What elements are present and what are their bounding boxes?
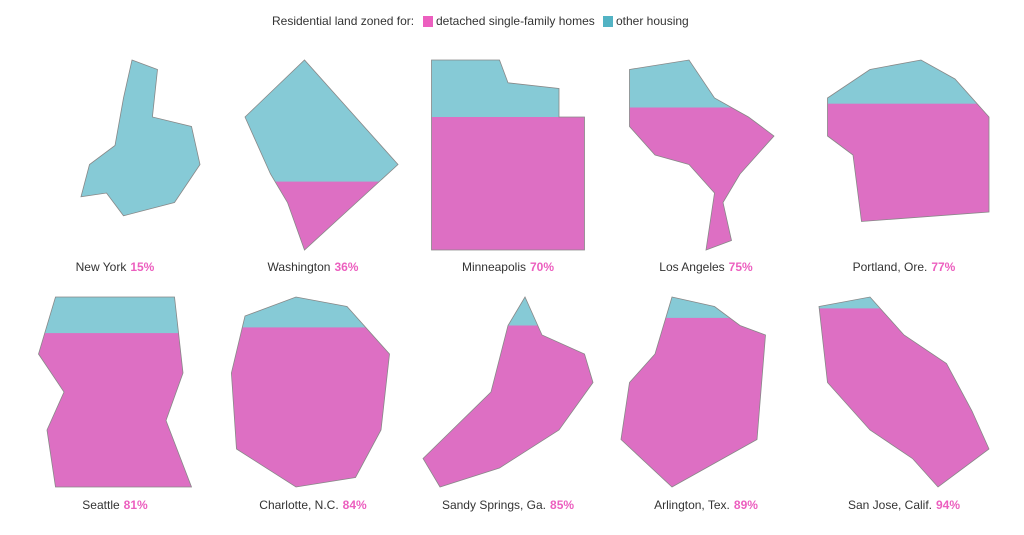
city-label: Charlotte, N.C. 84% [259,498,367,512]
legend-title: Residential land zoned for: [272,14,414,28]
city-outline [422,296,594,488]
single-family-area [231,327,390,487]
city-label: Seattle 81% [82,498,148,512]
city-outline [230,296,390,488]
city-outline [244,59,399,251]
city-label: Los Angeles 75% [659,260,753,274]
city-outline [431,59,585,251]
city-map [819,297,989,487]
single-family-area [30,222,200,251]
city-outline [827,59,990,222]
city-map [431,60,585,250]
city-outline [818,296,990,488]
city-percent: 77% [931,260,955,274]
legend-swatch [423,16,433,27]
city-percent: 81% [124,498,148,512]
city-label: Washington 36% [268,260,359,274]
city-outline [80,59,201,217]
city-name: Seattle [82,498,120,512]
city-name: Minneapolis [462,260,526,274]
city-label: Arlington, Tex. 89% [654,498,758,512]
single-family-area [621,317,766,487]
city-label: Portland, Ore. 77% [853,260,956,274]
other-housing-area [81,60,200,216]
city-name: Charlotte, N.C. [259,498,338,512]
city-percent: 75% [729,260,753,274]
city-label: San Jose, Calif. 94% [848,498,960,512]
legend-label: detached single-family homes [436,14,595,28]
single-family-area [629,107,774,250]
city-map [245,60,398,250]
city-map [629,60,774,250]
city-outline [620,296,766,488]
city-map [38,297,192,487]
city-percent: 15% [130,260,154,274]
city-name: Portland, Ore. [853,260,928,274]
city-percent: 36% [334,260,358,274]
city-label: Sandy Springs, Ga. 85% [442,498,574,512]
single-family-area [431,117,585,250]
single-family-area [245,181,398,250]
city-name: Los Angeles [659,260,724,274]
single-family-area [38,333,192,487]
city-outline [38,296,193,488]
city-map [231,297,390,487]
city-percent: 84% [343,498,367,512]
city-name: San Jose, Calif. [848,498,932,512]
city-map [621,297,766,487]
single-family-area [827,103,989,222]
city-percent: 85% [550,498,574,512]
city-map [30,60,200,251]
city-name: New York [76,260,128,274]
city-label: Minneapolis 70% [462,260,554,274]
city-outline [629,59,775,251]
city-name: Washington [268,260,331,274]
city-label: New York 15% [76,260,155,274]
city-name: Sandy Springs, Ga. [442,498,546,512]
city-name: Arlington, Tex. [654,498,730,512]
city-percent: 89% [734,498,758,512]
city-percent: 94% [936,498,960,512]
legend-swatch [603,16,613,27]
city-percent: 70% [530,260,554,274]
legend-label: other housing [616,14,689,28]
